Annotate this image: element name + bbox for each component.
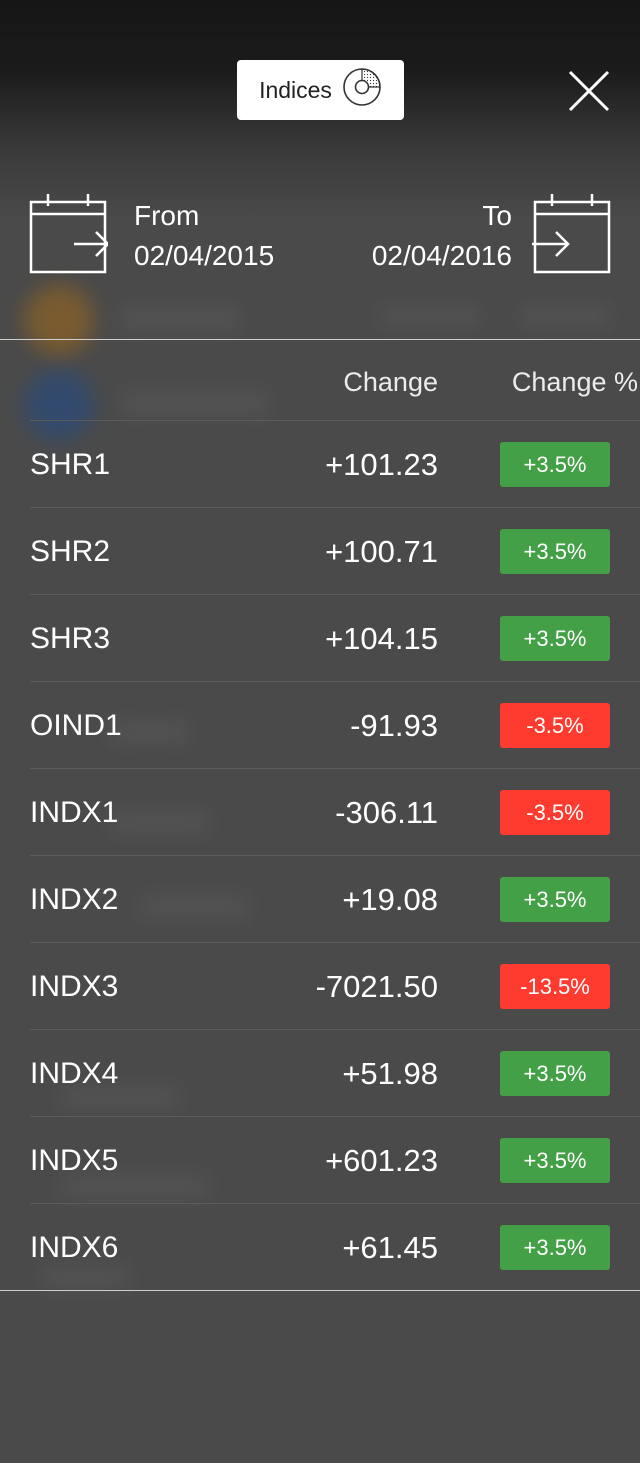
row-change: +101.23: [325, 447, 438, 482]
background-blob: [520, 305, 610, 327]
change-pct-badge: +3.5%: [500, 529, 610, 574]
row-name: SHR1: [30, 448, 111, 481]
date-to-picker[interactable]: To 02/04/2016: [332, 190, 612, 280]
indices-selector-label: Indices: [259, 76, 332, 103]
table-row[interactable]: SHR3 +104.15 +3.5%: [30, 595, 640, 682]
row-change: +51.98: [342, 1056, 438, 1091]
close-button[interactable]: [566, 68, 612, 114]
change-pct-badge: +3.5%: [500, 616, 610, 661]
table-row[interactable]: SHR2 +100.71 +3.5%: [30, 508, 640, 595]
table-row[interactable]: INDX6 +61.45 +3.5%: [30, 1204, 640, 1290]
row-name: INDX4: [30, 1057, 119, 1090]
table-row[interactable]: INDX2 +19.08 +3.5%: [30, 856, 640, 943]
date-from-label: From: [134, 200, 200, 231]
close-icon: [568, 70, 610, 112]
column-header-change[interactable]: Change: [343, 367, 438, 397]
row-name: SHR2: [30, 535, 111, 568]
row-name: INDX5: [30, 1144, 119, 1177]
row-change: -7021.50: [315, 969, 438, 1004]
table-row[interactable]: OIND1 -91.93 -3.5%: [30, 682, 640, 769]
table-row[interactable]: INDX3 -7021.50 -13.5%: [30, 943, 640, 1030]
row-name: INDX2: [30, 883, 119, 916]
row-name: INDX6: [30, 1231, 119, 1264]
background-blob: [120, 305, 240, 331]
pie-chart-icon: [342, 67, 382, 113]
row-name: SHR3: [30, 622, 111, 655]
date-to-label: To: [482, 200, 512, 231]
date-from-picker[interactable]: From 02/04/2015: [28, 190, 298, 280]
calendar-arrow-icon: [29, 194, 108, 274]
change-pct-badge: -3.5%: [500, 703, 610, 748]
table-row[interactable]: SHR1 +101.23 +3.5%: [30, 421, 640, 508]
row-change: +104.15: [325, 621, 438, 656]
table-row[interactable]: INDX1 -306.11 -3.5%: [30, 769, 640, 856]
table-header: Change Change %: [30, 340, 640, 421]
table-row[interactable]: INDX4 +51.98 +3.5%: [30, 1030, 640, 1117]
change-pct-badge: +3.5%: [500, 1138, 610, 1183]
change-pct-badge: +3.5%: [500, 1051, 610, 1096]
table-row[interactable]: INDX5 +601.23 +3.5%: [30, 1117, 640, 1204]
change-pct-badge: +3.5%: [500, 877, 610, 922]
row-change: +601.23: [325, 1143, 438, 1178]
row-change: -91.93: [350, 708, 438, 743]
indices-selector-button[interactable]: Indices: [237, 60, 404, 120]
change-pct-badge: -13.5%: [500, 964, 610, 1009]
row-change: +61.45: [342, 1230, 438, 1265]
indices-table: Change Change % SHR1 +101.23 +3.5% SHR2 …: [0, 339, 640, 1291]
row-name: INDX3: [30, 970, 119, 1003]
row-name: OIND1: [30, 709, 122, 742]
date-to-value: 02/04/2016: [371, 240, 512, 271]
row-change: +100.71: [325, 534, 438, 569]
row-name: INDX1: [30, 796, 119, 829]
change-pct-badge: +3.5%: [500, 442, 610, 487]
date-from-value: 02/04/2015: [134, 240, 275, 271]
calendar-arrow-icon: [532, 194, 611, 274]
column-header-change-pct[interactable]: Change %: [511, 367, 638, 397]
row-change: -306.11: [335, 795, 438, 830]
change-pct-badge: -3.5%: [500, 790, 610, 835]
background-blob: [380, 305, 480, 327]
row-change: +19.08: [342, 882, 438, 917]
change-pct-badge: +3.5%: [500, 1225, 610, 1270]
